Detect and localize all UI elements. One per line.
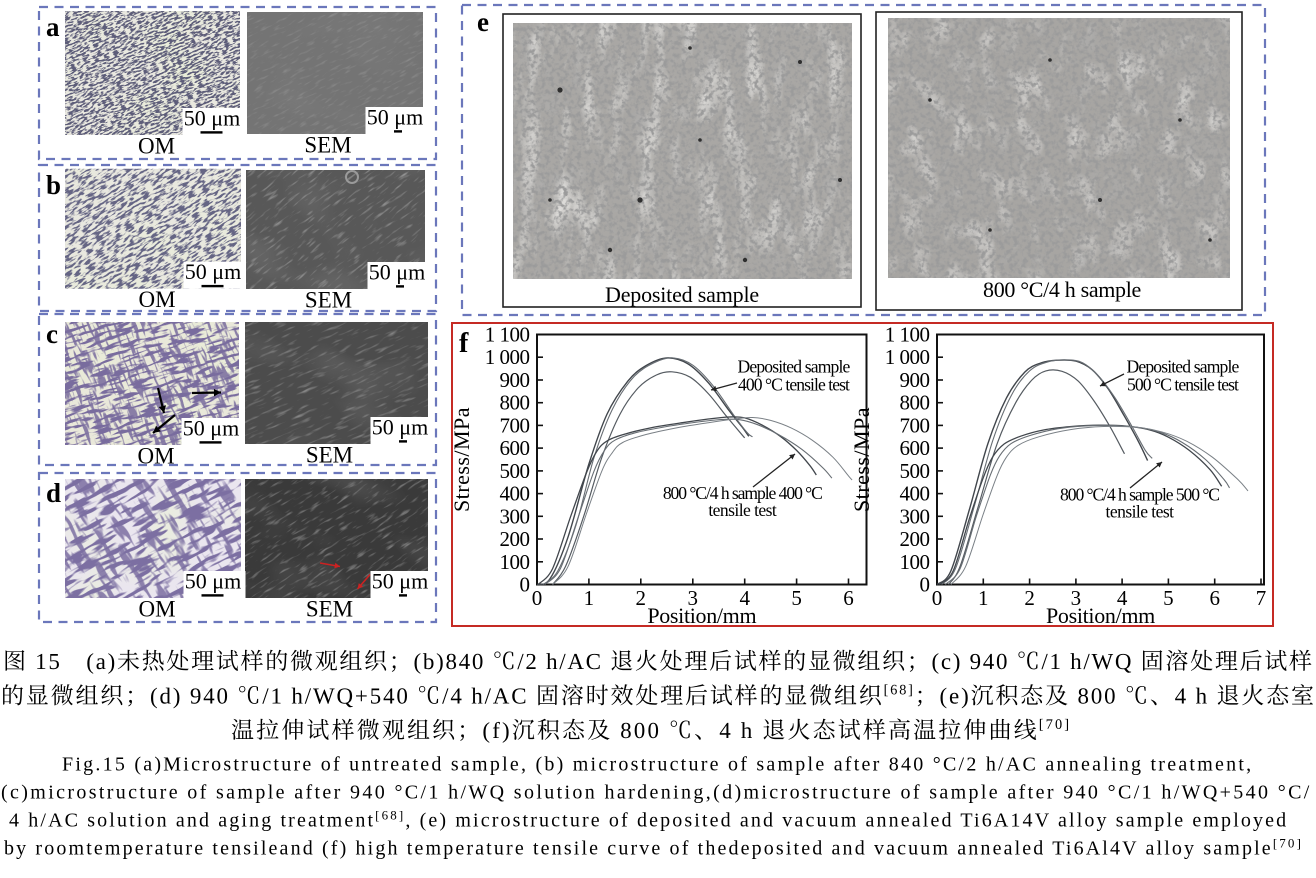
svg-text:300: 300 — [500, 504, 530, 528]
svg-text:4: 4 — [739, 586, 750, 610]
svg-text:700: 700 — [900, 413, 930, 437]
svg-text:0: 0 — [932, 586, 943, 610]
svg-text:e: e — [477, 7, 489, 37]
svg-text:Deposited sample: Deposited sample — [738, 357, 851, 377]
svg-text:5: 5 — [791, 586, 802, 610]
svg-text:1 100: 1 100 — [885, 323, 930, 347]
svg-text:b: b — [46, 170, 61, 200]
svg-text:400: 400 — [900, 482, 930, 506]
svg-text:900: 900 — [500, 368, 530, 392]
svg-text:200: 200 — [500, 527, 530, 551]
svg-text:300: 300 — [900, 504, 930, 528]
svg-text:50 μm: 50 μm — [184, 106, 240, 131]
svg-text:600: 600 — [900, 436, 930, 460]
svg-text:6: 6 — [843, 586, 854, 610]
svg-text:OM: OM — [138, 287, 175, 312]
svg-text:0: 0 — [520, 573, 530, 597]
svg-text:Stress/MPa: Stress/MPa — [449, 407, 474, 512]
svg-text:800 °C/4 h sample 500 °C: 800 °C/4 h sample 500 °C — [1060, 485, 1219, 505]
svg-text:50 μm: 50 μm — [183, 416, 239, 441]
svg-text:600: 600 — [500, 436, 530, 460]
svg-text:OM: OM — [138, 597, 175, 622]
svg-text:50 μm: 50 μm — [369, 260, 425, 285]
svg-text:SEM: SEM — [304, 133, 351, 158]
svg-text:800 °C/4 h sample: 800 °C/4 h sample — [983, 277, 1141, 302]
svg-text:Deposited sample: Deposited sample — [605, 282, 759, 307]
svg-text:1 000: 1 000 — [485, 345, 530, 369]
svg-text:50 μm: 50 μm — [372, 569, 428, 594]
svg-text:200: 200 — [900, 527, 930, 551]
svg-text:800: 800 — [500, 391, 530, 415]
svg-text:1: 1 — [978, 586, 989, 610]
svg-text:400 °C tensile test: 400 °C tensile test — [738, 375, 850, 395]
svg-text:2: 2 — [636, 586, 647, 610]
svg-text:3: 3 — [688, 586, 699, 610]
svg-text:Position/mm: Position/mm — [647, 603, 756, 628]
svg-text:1 100: 1 100 — [485, 323, 530, 347]
svg-text:OM: OM — [138, 134, 175, 159]
svg-text:2: 2 — [1024, 586, 1035, 610]
svg-text:SEM: SEM — [306, 597, 353, 622]
svg-text:Fig.15 (a)Microstructure of un: Fig.15 (a)Microstructure of untreated sa… — [62, 754, 1253, 776]
svg-text:SEM: SEM — [306, 443, 353, 468]
svg-text:50 μm: 50 μm — [185, 569, 241, 594]
svg-text:500: 500 — [900, 459, 930, 483]
svg-text:700: 700 — [500, 413, 530, 437]
svg-text:(c)microstructure of sample af: (c)microstructure of sample after 940 °C… — [1, 782, 1312, 804]
svg-text:Deposited sample: Deposited sample — [1127, 357, 1240, 377]
svg-text:tensile test: tensile test — [708, 500, 777, 520]
svg-text:7: 7 — [1256, 586, 1267, 610]
svg-text:100: 100 — [900, 550, 930, 574]
svg-text:100: 100 — [500, 550, 530, 574]
svg-text:0: 0 — [920, 573, 930, 597]
svg-text:500: 500 — [500, 459, 530, 483]
svg-text:500 °C tensile test: 500 °C tensile test — [1127, 375, 1239, 395]
svg-text:0: 0 — [532, 586, 543, 610]
svg-text:OM: OM — [137, 444, 174, 469]
svg-text:c: c — [46, 319, 58, 349]
svg-text:Stress/MPa: Stress/MPa — [849, 407, 874, 512]
svg-text:50 μm: 50 μm — [367, 105, 423, 130]
svg-text:tensile test: tensile test — [1106, 502, 1175, 522]
svg-text:1: 1 — [584, 586, 595, 610]
svg-text:f: f — [459, 328, 469, 359]
svg-text:4: 4 — [1117, 586, 1128, 610]
svg-text:Position/mm: Position/mm — [1046, 603, 1155, 628]
svg-text:5: 5 — [1163, 586, 1174, 610]
svg-text:6: 6 — [1209, 586, 1220, 610]
svg-text:4 h/AC solution and aging trea: 4 h/AC solution and aging treatment[68],… — [9, 808, 1288, 832]
svg-text:50 μm: 50 μm — [185, 259, 241, 284]
svg-text:1 000: 1 000 — [885, 345, 930, 369]
svg-text:400: 400 — [500, 482, 530, 506]
svg-text:d: d — [46, 478, 61, 508]
svg-text:by roomtemperature tensileand: by roomtemperature tensileand (f) high t… — [4, 836, 1303, 860]
svg-text:800 °C/4 h sample 400 °C: 800 °C/4 h sample 400 °C — [663, 483, 822, 503]
svg-text:900: 900 — [900, 368, 930, 392]
svg-text:50 μm: 50 μm — [372, 415, 428, 440]
svg-text:a: a — [46, 12, 60, 42]
svg-text:3: 3 — [1071, 586, 1082, 610]
svg-text:800: 800 — [900, 391, 930, 415]
svg-text:SEM: SEM — [305, 288, 352, 313]
